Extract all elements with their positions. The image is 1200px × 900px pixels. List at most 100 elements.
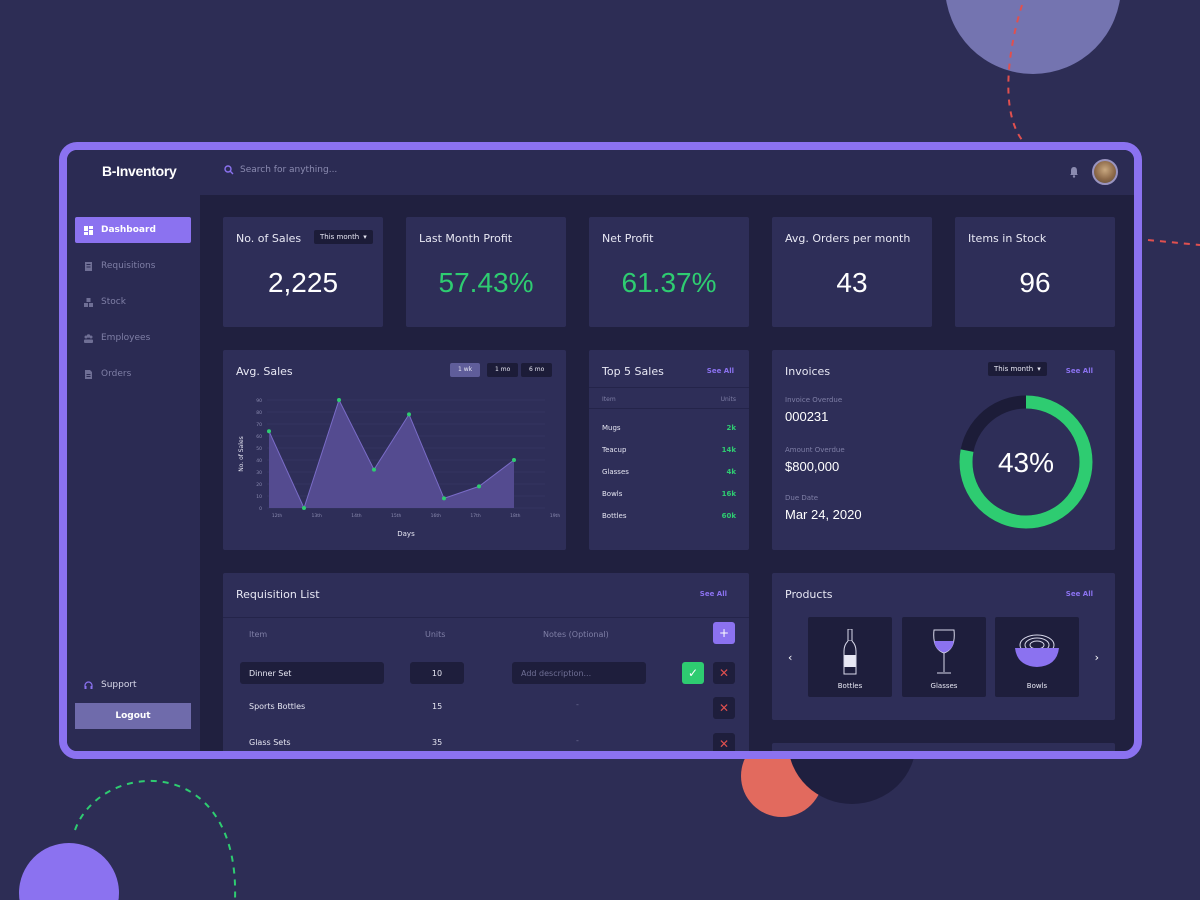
kpi-value: 57.43% [438, 267, 534, 298]
data-point [512, 458, 516, 462]
close-icon: ✕ [718, 666, 730, 680]
invoice-overdue-value: 000231 [785, 409, 829, 424]
product-tile-glasses[interactable]: Glasses [902, 617, 986, 697]
y-axis-label: No. of Sales [238, 436, 245, 472]
y-tick-label: 60 [256, 434, 262, 440]
y-tick-label: 10 [256, 494, 262, 500]
sidebar-item-stock[interactable]: Stock [75, 289, 191, 315]
app-window: B-Inventory Search for anything... Dashb… [59, 142, 1142, 759]
data-point [477, 484, 481, 489]
plus-icon: + [718, 626, 730, 640]
products-see-all-link[interactable]: See All [1065, 590, 1093, 598]
donut-percent-label: 43% [998, 447, 1054, 478]
avg-sales-card: Avg. Sales 1 wk 1 mo 6 mo 0 10 20 30 40 50 60 7… [223, 350, 566, 550]
people-icon [84, 333, 93, 343]
data-point [302, 506, 306, 510]
confirm-button[interactable]: ✓ [682, 662, 704, 684]
file-icon [85, 369, 92, 379]
headset-icon [84, 680, 93, 689]
new-notes-input[interactable]: Add description... [512, 662, 646, 684]
add-requisition-button[interactable]: + [713, 622, 735, 644]
search-bar[interactable]: Search for anything... [224, 165, 337, 175]
product-tile-bottles[interactable]: Bottles [808, 617, 892, 697]
series-area [269, 400, 514, 508]
requisition-card: Requisition List See All Item Units Note… [223, 573, 749, 751]
top-sales-see-all-link[interactable]: See All [706, 367, 734, 375]
kpi-card-net-profit: Net Profit 61.37% [589, 217, 749, 327]
invoices-card: Invoices This month ▾ See All Invoice Ov… [772, 350, 1115, 550]
document-icon [85, 261, 92, 271]
kpi-title: No. of Sales [236, 232, 302, 245]
card-title: Requisition List [236, 588, 320, 601]
logout-button[interactable]: Logout [75, 703, 191, 729]
chevron-left-icon[interactable]: ‹ [788, 651, 793, 664]
support-link[interactable]: Support [84, 680, 137, 690]
sales-period-dropdown[interactable]: This month ▾ [314, 230, 373, 244]
sidebar-item-requisitions[interactable]: Requisitions [75, 253, 191, 279]
amount-overdue-label: Amount Overdue [785, 446, 845, 454]
list-item: Glasses 4k [602, 468, 736, 476]
series-line [268, 398, 515, 510]
data-point [442, 496, 446, 501]
kpi-card-sales: No. of Sales This month ▾ 2,225 [223, 217, 383, 327]
x-tick-label: 12th [272, 513, 282, 519]
y-tick-label: 70 [256, 422, 262, 428]
sidebar-item-dashboard[interactable]: Dashboard [75, 217, 191, 243]
data-point [407, 412, 411, 417]
kpi-value: 43 [836, 267, 868, 298]
new-item-input[interactable]: Dinner Set [240, 662, 384, 684]
delete-row-button[interactable]: ✕ [713, 733, 735, 751]
kpi-title: Last Month Profit [419, 232, 513, 245]
kpi-value: 96 [1019, 267, 1051, 298]
invoices-see-all-link[interactable]: See All [1065, 367, 1093, 375]
app-logo[interactable]: B-Inventory [102, 163, 177, 179]
close-icon: ✕ [718, 737, 730, 751]
range-6mo-button[interactable]: 6 mo [521, 363, 553, 377]
sidebar-item-orders[interactable]: Orders [75, 361, 191, 387]
range-1mo-button[interactable]: 1 mo [487, 363, 519, 377]
bell-icon[interactable] [1068, 166, 1080, 178]
dashboard-icon [84, 225, 93, 235]
new-units-input[interactable]: 10 [410, 662, 464, 684]
x-tick-label: 17th [470, 513, 480, 519]
x-tick-label: 14th [351, 513, 361, 519]
chevron-right-icon[interactable]: › [1094, 651, 1099, 664]
close-icon: ✕ [718, 701, 730, 715]
bottle-icon [843, 629, 857, 675]
noodle-bowl-icon [1015, 634, 1059, 667]
kpi-card-last-month-profit: Last Month Profit 57.43% [406, 217, 566, 327]
card-title: Products [785, 588, 833, 601]
decor-dashed-arc-top [1007, 4, 1200, 246]
invoice-period-dropdown[interactable]: This month ▾ [988, 362, 1047, 376]
list-item: Teacup 14k [602, 446, 736, 454]
delete-row-button[interactable]: ✕ [713, 697, 735, 719]
search-icon [224, 165, 234, 175]
data-point [372, 467, 376, 472]
kpi-value: 2,225 [267, 267, 339, 298]
x-tick-label: 16th [431, 513, 441, 519]
discard-button[interactable]: ✕ [713, 662, 735, 684]
caret-down-icon: ▾ [1037, 365, 1041, 373]
check-icon: ✓ [687, 666, 699, 680]
kpi-card-avg-orders: Avg. Orders per month 43 [772, 217, 932, 327]
products-card: Products See All ‹ › Bottles Glasses Bow… [772, 573, 1115, 720]
requisition-see-all-link[interactable]: See All [699, 590, 727, 598]
product-tile-bowls[interactable]: Bowls [995, 617, 1079, 697]
caret-down-icon: ▾ [363, 233, 367, 241]
top-sales-header: Item Units [602, 396, 736, 403]
y-tick-label: 0 [259, 506, 262, 512]
card-title: Avg. Sales [236, 365, 293, 378]
search-input[interactable]: Search for anything... [240, 165, 338, 175]
additional-card [772, 743, 1115, 751]
x-tick-label: 18th [510, 513, 520, 519]
boxes-icon [84, 297, 93, 307]
y-tick-label: 50 [256, 446, 262, 452]
y-tick-label: 80 [256, 410, 262, 416]
col-notes: Notes (Optional) [543, 630, 609, 639]
user-avatar[interactable] [1092, 159, 1118, 185]
range-1wk-button[interactable]: 1 wk [450, 363, 481, 377]
invoice-overdue-label: Invoice Overdue [785, 396, 843, 404]
sidebar-item-employees[interactable]: Employees [75, 325, 191, 351]
kpi-card-items-in-stock: Items in Stock 96 [955, 217, 1115, 327]
list-item: Mugs 2k [602, 424, 736, 432]
